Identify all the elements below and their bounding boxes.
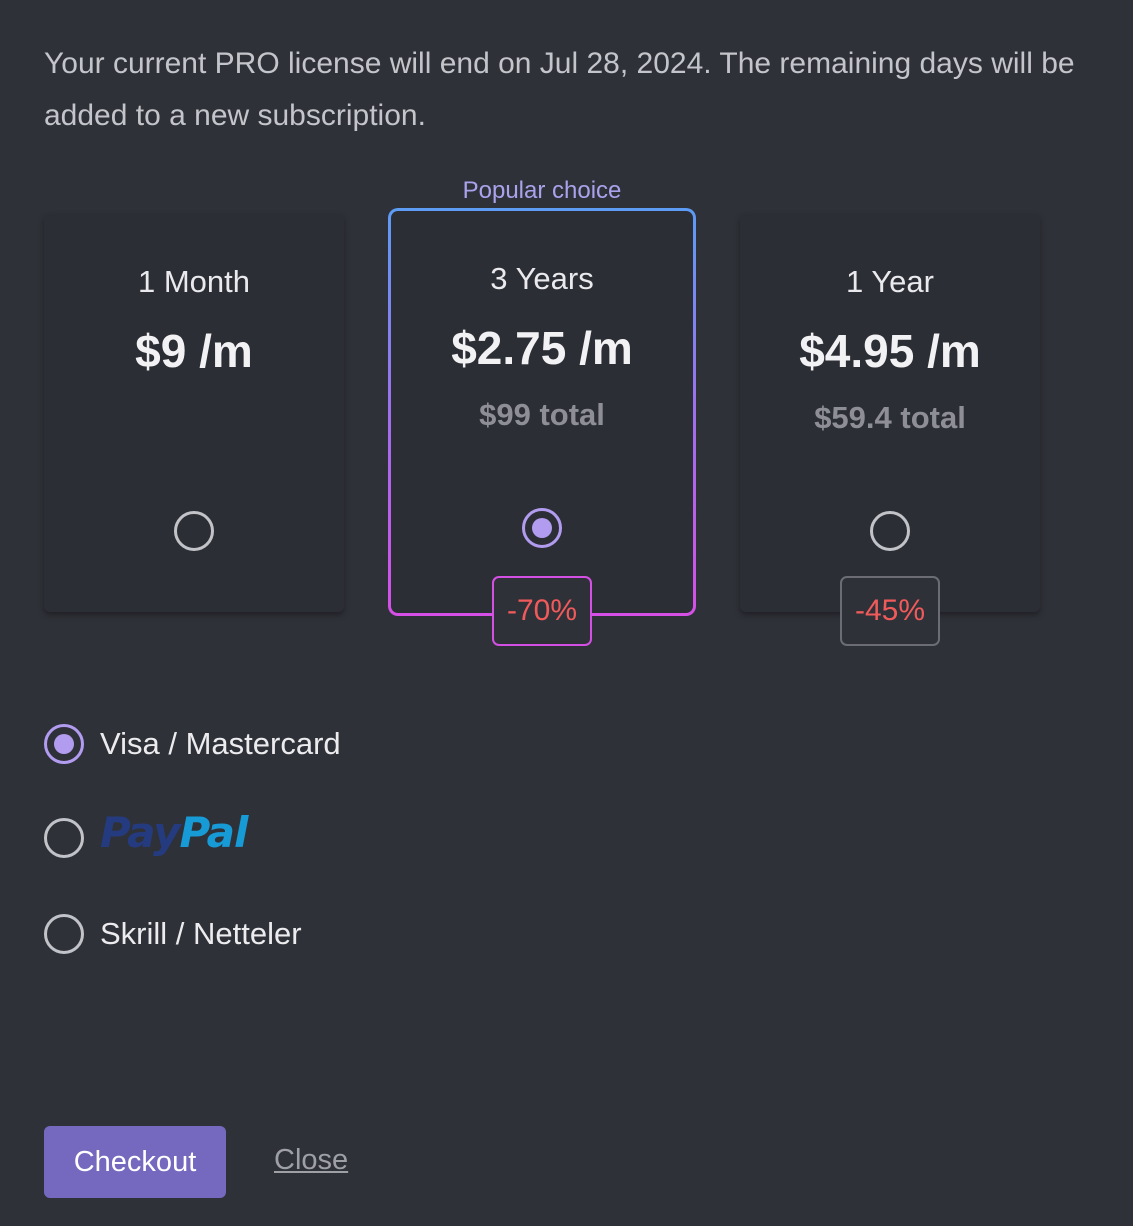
- plan-selector: Popular choice 1 Month $9 /m 3 Years $2.…: [44, 177, 1040, 646]
- paypal-logo: PayPal: [100, 808, 248, 857]
- plan-card-3-years[interactable]: 3 Years $2.75 /m $99 total: [388, 208, 696, 616]
- plan-price: $2.75 /m: [451, 322, 633, 374]
- payment-radio-button[interactable]: [44, 914, 84, 954]
- plan-name: 1 Year: [846, 264, 934, 299]
- plan-radio-button[interactable]: [522, 508, 562, 548]
- plan-name: 3 Years: [490, 261, 594, 296]
- plan-total: $99 total: [479, 397, 605, 432]
- plan-total: $59.4 total: [814, 400, 966, 435]
- license-notice: Your current PRO license will end on Jul…: [44, 47, 1075, 132]
- plan-radio-button[interactable]: [174, 511, 214, 551]
- payment-option-label: Visa / Mastercard: [100, 726, 341, 761]
- discount-badge-1-year: -45%: [840, 576, 940, 646]
- payment-radio-button[interactable]: [44, 724, 84, 764]
- checkout-button[interactable]: Checkout: [44, 1126, 226, 1198]
- plan-card-1-year[interactable]: 1 Year $4.95 /m $59.4 total: [740, 214, 1040, 612]
- plan-price: $4.95 /m: [799, 325, 981, 377]
- payment-radio-button[interactable]: [44, 818, 84, 858]
- payment-option-label: Skrill / Netteler: [100, 916, 302, 951]
- close-link[interactable]: Close: [274, 1144, 349, 1176]
- plan-radio-button[interactable]: [870, 511, 910, 551]
- plan-price: $9 /m: [135, 325, 253, 377]
- popular-choice-label: Popular choice: [462, 177, 622, 204]
- plan-name: 1 Month: [137, 264, 250, 299]
- plan-card-1-month[interactable]: 1 Month $9 /m: [44, 214, 344, 612]
- discount-badge-3-years: -70%: [492, 576, 592, 646]
